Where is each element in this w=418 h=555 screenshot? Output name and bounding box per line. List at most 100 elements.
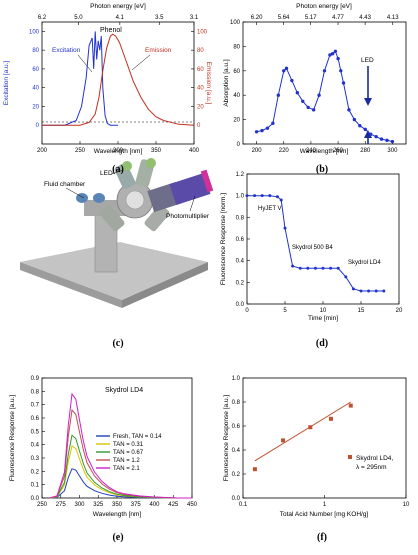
data-point bbox=[265, 126, 270, 130]
fluid-port-2 bbox=[93, 193, 105, 203]
y2-tick-label: 60 bbox=[197, 67, 204, 73]
y-tick-label: 80 bbox=[233, 44, 240, 50]
y-tick-label: 1.2 bbox=[236, 172, 245, 178]
caption-d: (d) bbox=[316, 338, 328, 349]
y-tick-label: 0.0 bbox=[236, 302, 245, 308]
y2-tick-label: 20 bbox=[197, 104, 204, 110]
y-tick-label: 0.6 bbox=[31, 416, 40, 422]
y-axis-label-f: Fluorescence Response [a.u.] bbox=[223, 395, 230, 482]
data-point bbox=[333, 49, 338, 53]
led-arrowhead-up bbox=[364, 130, 372, 138]
led-annotation-b: LED bbox=[361, 57, 374, 64]
pointer-led bbox=[111, 169, 124, 175]
x-ticks-e: 250 275 300 325 350 375 400 425 450 bbox=[37, 495, 198, 508]
data-point bbox=[252, 467, 257, 472]
data-point bbox=[275, 195, 279, 199]
y-axis-label-e: Fluorescence Response [a.u.] bbox=[9, 395, 16, 482]
y-tick-label: 0.7 bbox=[31, 403, 40, 409]
data-point bbox=[260, 194, 264, 198]
caption-a: (a) bbox=[112, 164, 124, 175]
annotation-skydrol500: Skydrol 500 B4 bbox=[292, 245, 333, 251]
x-tick-label: 0.1 bbox=[239, 502, 248, 508]
data-point bbox=[328, 53, 332, 57]
y-ticks-a: 0 20 40 60 80 100 0 20 40 60 80 100 bbox=[29, 29, 208, 129]
x-tick-label: 10 bbox=[403, 502, 410, 508]
y-tick-label: 0.6 bbox=[236, 237, 245, 243]
x-tick-label: 250 bbox=[37, 502, 48, 508]
data-point bbox=[260, 128, 264, 133]
data-point bbox=[271, 121, 275, 125]
data-point bbox=[339, 69, 343, 73]
x-tick-label: 20 bbox=[396, 308, 403, 314]
y-tick-label: 0.5 bbox=[31, 429, 40, 435]
legend-label: TAN = 0.31 bbox=[113, 442, 144, 448]
y-tick-label: 0.6 bbox=[232, 424, 241, 430]
x-tick-label: 425 bbox=[168, 502, 179, 508]
series-d bbox=[245, 194, 386, 293]
led-housing-1 bbox=[114, 163, 136, 189]
y-tick-label: 0.2 bbox=[31, 469, 40, 475]
y-tick-label: 0 bbox=[237, 142, 241, 148]
top-ticks-a: 6.2 5.0 4.1 3.5 3.1 bbox=[38, 15, 199, 25]
top-tick-label: 4.13 bbox=[387, 15, 399, 21]
x-ticks-d: 0 5 10 15 20 bbox=[245, 301, 403, 314]
data-point bbox=[322, 69, 327, 73]
data-point bbox=[245, 194, 249, 198]
data-point bbox=[282, 69, 286, 73]
y-tick-label: 0.3 bbox=[31, 456, 40, 462]
x-ticks-b: 200 220 240 260 280 300 bbox=[252, 141, 398, 154]
data-point bbox=[352, 117, 357, 122]
plot-frame-f bbox=[242, 377, 407, 499]
series-line-absorption bbox=[256, 50, 393, 143]
y2-axis-label-a: Emission [a.u.] bbox=[205, 62, 212, 105]
y-axis-label-a: Excitation [a.u.] bbox=[3, 61, 10, 106]
caption-c: (c) bbox=[112, 338, 123, 349]
data-point bbox=[301, 99, 305, 104]
plot-frame-b bbox=[242, 21, 407, 145]
panel-c-illustration: Fluid chamber LED Photomultiplier bbox=[20, 158, 214, 308]
data-point bbox=[348, 403, 353, 408]
top-axis-label-a: Photon energy [eV] bbox=[90, 3, 146, 10]
y-tick-label: 0.8 bbox=[31, 389, 40, 395]
data-point bbox=[254, 130, 259, 134]
y-ticks-d: 0.0 0.2 0.4 0.6 0.8 1.0 1.2 bbox=[236, 172, 250, 308]
data-point bbox=[336, 266, 340, 270]
x-tick-label: 350 bbox=[151, 148, 162, 154]
x-axis-label-f: Total Acid Number [mg KOH/g] bbox=[280, 511, 369, 518]
caption-e: (e) bbox=[112, 532, 123, 543]
y-tick-label: 0.8 bbox=[236, 215, 245, 221]
data-point bbox=[328, 416, 333, 421]
x-tick-label: 350 bbox=[112, 502, 123, 508]
series-line-4 bbox=[49, 392, 192, 499]
data-point bbox=[379, 137, 384, 141]
x-tick-label: 275 bbox=[56, 502, 67, 508]
data-point bbox=[284, 66, 289, 71]
pointer-fluid bbox=[65, 187, 85, 199]
y-tick-label: 0.9 bbox=[31, 376, 40, 382]
data-point bbox=[290, 78, 294, 83]
data-point bbox=[321, 266, 325, 270]
y-tick-label: 0.0 bbox=[232, 496, 241, 502]
legend-label: TAN = 1.2 bbox=[113, 458, 140, 464]
top-tick-label: 6.2 bbox=[38, 15, 47, 21]
panel-d: Time [min] Fluorescence Response [norm.]… bbox=[220, 172, 403, 322]
y-tick-label: 100 bbox=[29, 29, 40, 35]
top-tick-label: 4.43 bbox=[359, 15, 371, 21]
legend-f-line1: Skydrol LD4, bbox=[356, 455, 393, 462]
top-tick-label: 3.1 bbox=[190, 15, 199, 21]
fit-line bbox=[254, 401, 352, 462]
x-axis-label-b: Wavelength [nm] bbox=[300, 148, 349, 155]
y-tick-label: 80 bbox=[32, 48, 39, 54]
x-tick-label: 10 bbox=[320, 308, 327, 314]
series-line-emission bbox=[42, 33, 195, 126]
data-point bbox=[367, 289, 371, 293]
y-ticks-f: 0.0 0.2 0.4 0.6 0.8 1.0 bbox=[232, 376, 246, 502]
data-point bbox=[385, 138, 389, 143]
x-ticks-a: 200 250 300 350 400 bbox=[37, 141, 200, 154]
data-point bbox=[358, 124, 362, 128]
data-point bbox=[330, 52, 335, 56]
top-tick-label: 4.1 bbox=[116, 15, 125, 21]
label-photomultiplier: Photomultiplier bbox=[166, 213, 210, 220]
y-tick-label: 0.8 bbox=[232, 400, 241, 406]
